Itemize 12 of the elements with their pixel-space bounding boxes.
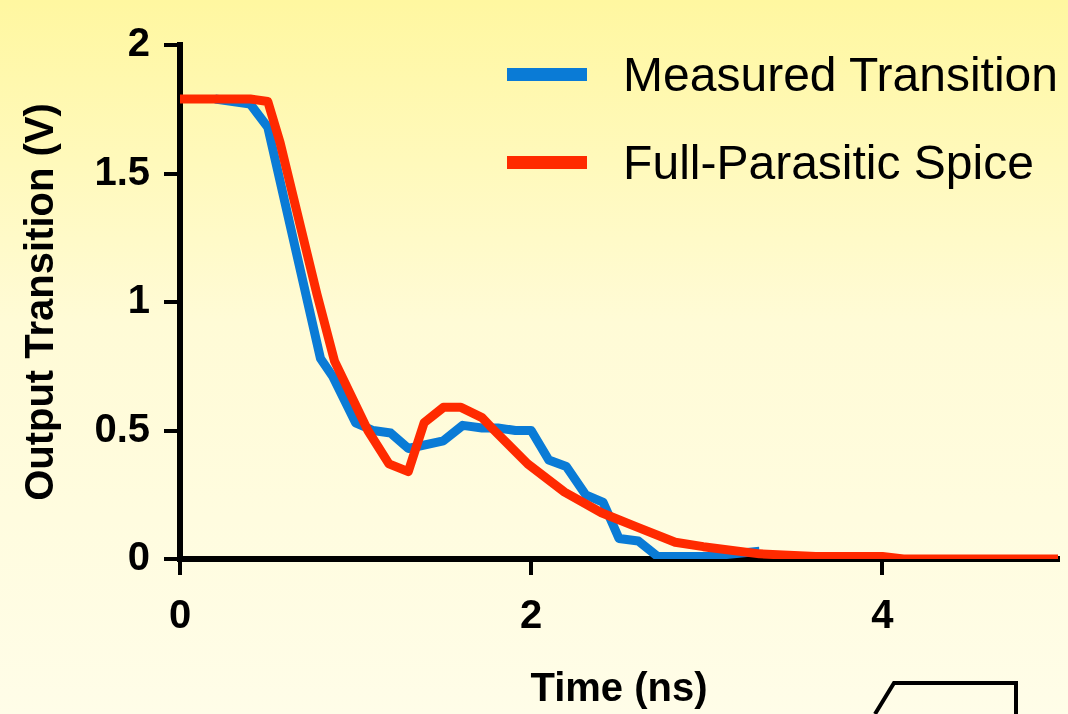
y-axis-title: Output Transition (V) [17,103,62,501]
y-tick-label: 0.5 [94,405,150,450]
x-axis-title: Time (ns) [530,665,708,710]
y-tick-label: 0 [127,534,150,579]
x-tick-label: 0 [168,592,192,637]
y-tick-label: 1.5 [94,148,150,193]
y-tick-label: 1 [127,277,150,322]
legend-label: Full-Parasitic Spice [623,134,1034,190]
y-tick-label: 2 [127,20,150,65]
x-tick-label: 2 [520,592,543,637]
x-tick-label: 4 [871,592,895,637]
legend-label: Measured Transition [623,46,1058,102]
